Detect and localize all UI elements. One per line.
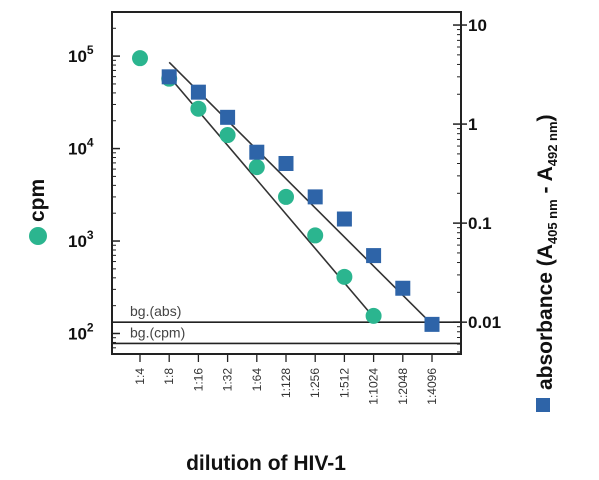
category-labels-layer: 1:4 1:8 1:16 1:32 1:64 1:128 1:256 1:512 1:1024 1… bbox=[133, 368, 439, 405]
absorbance-point-4 bbox=[278, 155, 294, 171]
x-category-label-4: 1:64 bbox=[250, 368, 264, 392]
left-axis-title: cpm bbox=[26, 179, 49, 222]
left-legend-circle-icon bbox=[29, 227, 47, 245]
absorbance-point-9 bbox=[424, 316, 440, 332]
cpm-point-2 bbox=[190, 100, 207, 117]
left-tick-label-2: 104 bbox=[68, 136, 94, 159]
x-category-label-9: 1:2048 bbox=[396, 368, 410, 405]
background-lines-layer: bg.(abs) bg.(cpm) bbox=[112, 303, 461, 345]
x-category-label-10: 1:4096 bbox=[425, 368, 439, 405]
right-tick-label-3: 0.01 bbox=[468, 313, 501, 332]
right-axis-title-mid: - A bbox=[534, 166, 557, 199]
cpm-point-8 bbox=[365, 307, 382, 324]
absorbance-point-1 bbox=[190, 84, 206, 100]
fit-lines-layer bbox=[168, 61, 433, 325]
right-axis-title-main: absorbance (A bbox=[534, 244, 557, 390]
right-tick-label-1: 1 bbox=[468, 115, 477, 134]
left-tick-label-3: 105 bbox=[68, 43, 94, 66]
fit-line-1 bbox=[168, 61, 433, 325]
absorbance-point-3 bbox=[249, 144, 265, 160]
absorbance-point-7 bbox=[366, 248, 382, 264]
cpm-point-4 bbox=[248, 159, 265, 176]
points-layer bbox=[132, 50, 440, 332]
cpm-point-3 bbox=[219, 127, 236, 144]
cpm-point-6 bbox=[307, 227, 324, 244]
background-label-0: bg.(abs) bbox=[130, 303, 181, 319]
right-tick-label-0: 10 bbox=[468, 16, 487, 35]
cpm-point-0 bbox=[132, 50, 148, 67]
right-legend-square-icon bbox=[536, 398, 550, 412]
x-category-label-1: 1:8 bbox=[162, 368, 176, 385]
background-label-1: bg.(cpm) bbox=[130, 324, 185, 340]
cpm-point-7 bbox=[336, 268, 353, 285]
x-category-label-6: 1:256 bbox=[308, 368, 322, 398]
absorbance-point-6 bbox=[336, 211, 352, 227]
absorbance-point-0 bbox=[161, 69, 177, 85]
absorbance-point-8 bbox=[395, 280, 411, 296]
right-axis-title-sub2: 492 nm bbox=[545, 121, 560, 166]
x-category-label-3: 1:32 bbox=[221, 368, 235, 392]
ticks-layer: 102 103 104 105 10 1 0.1 0.01 bbox=[68, 11, 501, 362]
x-category-label-0: 1:4 bbox=[133, 368, 147, 385]
right-axis-title: absorbance (A405 nm - A492 nm) bbox=[534, 114, 560, 390]
x-category-label-7: 1:512 bbox=[337, 368, 351, 398]
x-category-label-2: 1:16 bbox=[191, 368, 205, 392]
right-axis-title-sub1: 405 nm bbox=[545, 199, 560, 244]
absorbance-point-5 bbox=[307, 189, 323, 205]
x-category-label-8: 1:1024 bbox=[367, 368, 381, 405]
left-tick-label-1: 103 bbox=[68, 228, 94, 251]
right-tick-label-2: 0.1 bbox=[468, 214, 492, 233]
left-tick-label-0: 102 bbox=[68, 320, 94, 343]
x-axis-title: dilution of HIV-1 bbox=[186, 452, 346, 475]
x-category-label-5: 1:128 bbox=[279, 368, 293, 398]
right-axis-title-end: ) bbox=[534, 114, 557, 121]
absorbance-point-2 bbox=[220, 109, 236, 125]
cpm-point-5 bbox=[278, 188, 294, 205]
